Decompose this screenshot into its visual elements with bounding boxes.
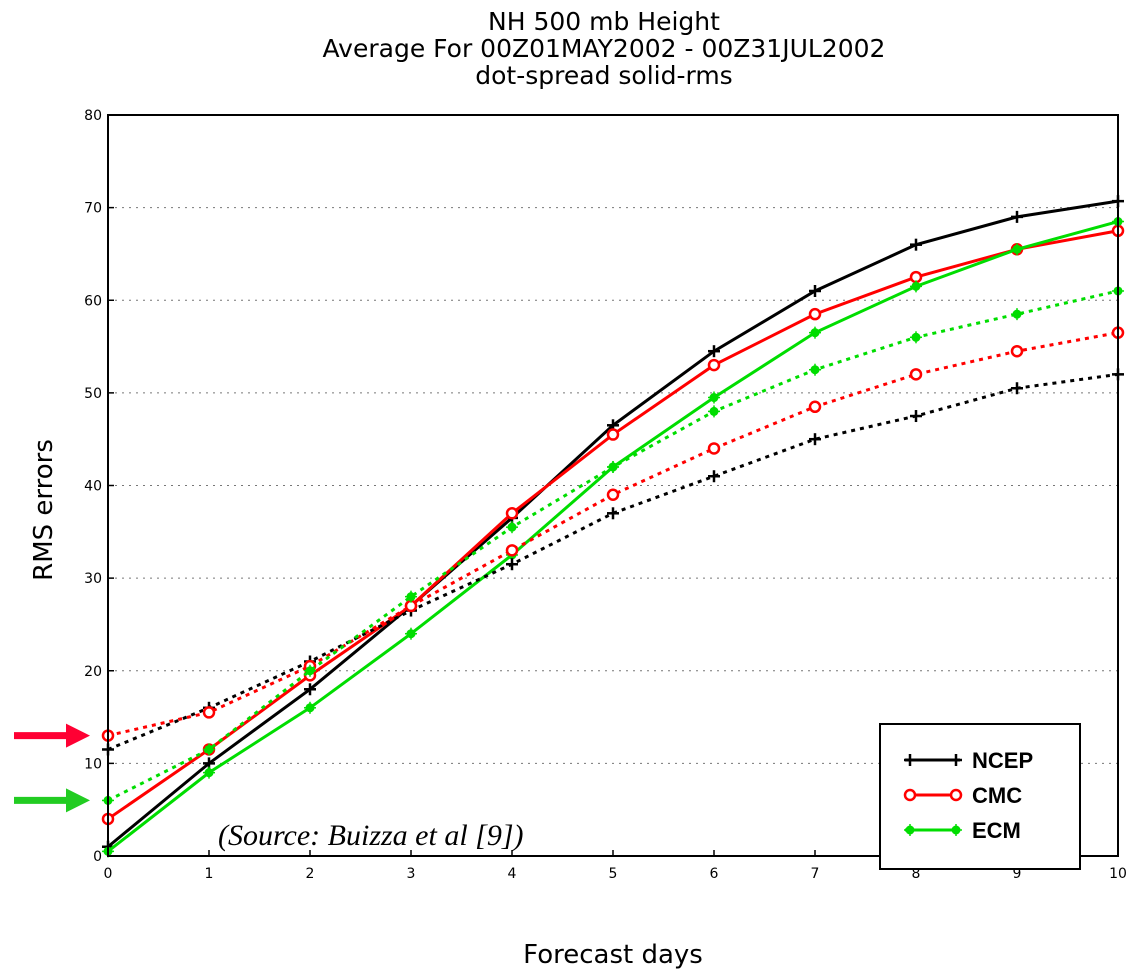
data-point xyxy=(910,331,922,344)
data-point xyxy=(809,326,821,339)
data-point xyxy=(707,442,721,455)
legend-box xyxy=(879,723,1081,870)
data-point xyxy=(203,766,215,779)
data-point xyxy=(607,507,619,520)
series-line xyxy=(107,372,1119,751)
y-tick-label: 50 xyxy=(84,386,102,402)
data-point xyxy=(304,664,316,677)
x-tick-label: 10 xyxy=(1109,866,1127,882)
data-point xyxy=(405,590,417,603)
y-tick-label: 0 xyxy=(93,849,102,865)
legend-marker xyxy=(903,788,917,802)
legend-marker xyxy=(950,824,962,836)
chart-title-line: Average For 00Z01MAY2002 - 00Z31JUL2002 xyxy=(323,34,886,63)
data-point xyxy=(910,238,922,251)
data-point xyxy=(1010,344,1024,358)
data-point xyxy=(304,683,316,696)
data-point xyxy=(707,358,721,372)
data-point xyxy=(505,507,519,520)
ticks: 0 1 2 3 4 5 6 7 8 9 10 0 10 20 30 40 50 60 70 80 xyxy=(84,108,1127,882)
series-spread-4 xyxy=(101,326,1125,742)
legend-label-ecm: ECM xyxy=(972,818,1021,843)
source-annotation: (Source: Buizza et al [9]) xyxy=(218,819,524,852)
y-tick-label: 40 xyxy=(84,479,102,495)
x-tick-label: 0 xyxy=(104,866,113,882)
data-point xyxy=(708,405,720,418)
data-point xyxy=(505,544,519,557)
data-point xyxy=(202,706,216,719)
data-point xyxy=(708,470,720,483)
x-tick-label: 6 xyxy=(710,866,719,882)
x-tick-label: 8 xyxy=(912,866,921,882)
chart-title-line: NH 500 mb Height xyxy=(488,7,720,36)
data-point xyxy=(808,307,822,321)
x-axis-label: Forecast days xyxy=(523,940,703,970)
arrow-head xyxy=(66,788,90,813)
data-point xyxy=(405,627,417,640)
data-point xyxy=(1011,382,1023,395)
data-point xyxy=(506,558,518,571)
data-point xyxy=(708,391,720,404)
data-point xyxy=(1011,243,1023,256)
legend-marker xyxy=(950,754,962,766)
arrow-red xyxy=(14,723,90,748)
data-point xyxy=(1011,210,1023,223)
grid xyxy=(108,207,1118,764)
data-point xyxy=(1011,308,1023,321)
legend: NCEP CMC ECM xyxy=(879,723,1081,870)
data-point xyxy=(809,284,821,297)
chart-title-line: dot-spread solid-rms xyxy=(475,61,732,90)
arrows xyxy=(14,723,90,813)
y-tick-label: 80 xyxy=(84,108,102,124)
data-point xyxy=(607,460,619,473)
x-tick-label: 2 xyxy=(306,866,315,882)
y-tick-label: 70 xyxy=(84,201,102,217)
data-point xyxy=(910,410,922,423)
legend-marker xyxy=(904,754,916,766)
series-ncep xyxy=(102,195,1124,853)
legend-label-ncep: NCEP xyxy=(972,748,1033,773)
data-point xyxy=(606,488,620,502)
x-tick-label: 7 xyxy=(811,866,820,882)
x-tick-label: 5 xyxy=(609,866,618,882)
y-tick-label: 60 xyxy=(84,293,102,309)
data-point xyxy=(606,428,620,441)
data-point xyxy=(203,743,215,756)
data-point xyxy=(909,368,923,381)
x-tick-label: 1 xyxy=(205,866,214,882)
data-point xyxy=(304,701,316,714)
data-point xyxy=(808,400,822,414)
y-tick-label: 20 xyxy=(84,664,102,680)
y-tick-label: 10 xyxy=(84,756,102,772)
data-point xyxy=(506,521,518,534)
legend-marker xyxy=(904,824,916,836)
legend-label-cmc: CMC xyxy=(972,783,1022,808)
series-layer xyxy=(101,195,1125,858)
arrow-green xyxy=(14,788,90,813)
x-tick-label: 9 xyxy=(1013,866,1022,882)
arrow-head xyxy=(66,723,90,748)
y-tick-label: 30 xyxy=(84,571,102,587)
data-point xyxy=(809,363,821,376)
data-point xyxy=(910,280,922,293)
series-spread-5 xyxy=(102,284,1124,807)
data-point xyxy=(708,345,720,358)
x-tick-label: 4 xyxy=(508,866,517,882)
data-point xyxy=(809,433,821,446)
x-tick-label: 3 xyxy=(407,866,416,882)
legend-marker xyxy=(949,788,963,802)
y-axis-label: RMS errors xyxy=(29,439,59,581)
